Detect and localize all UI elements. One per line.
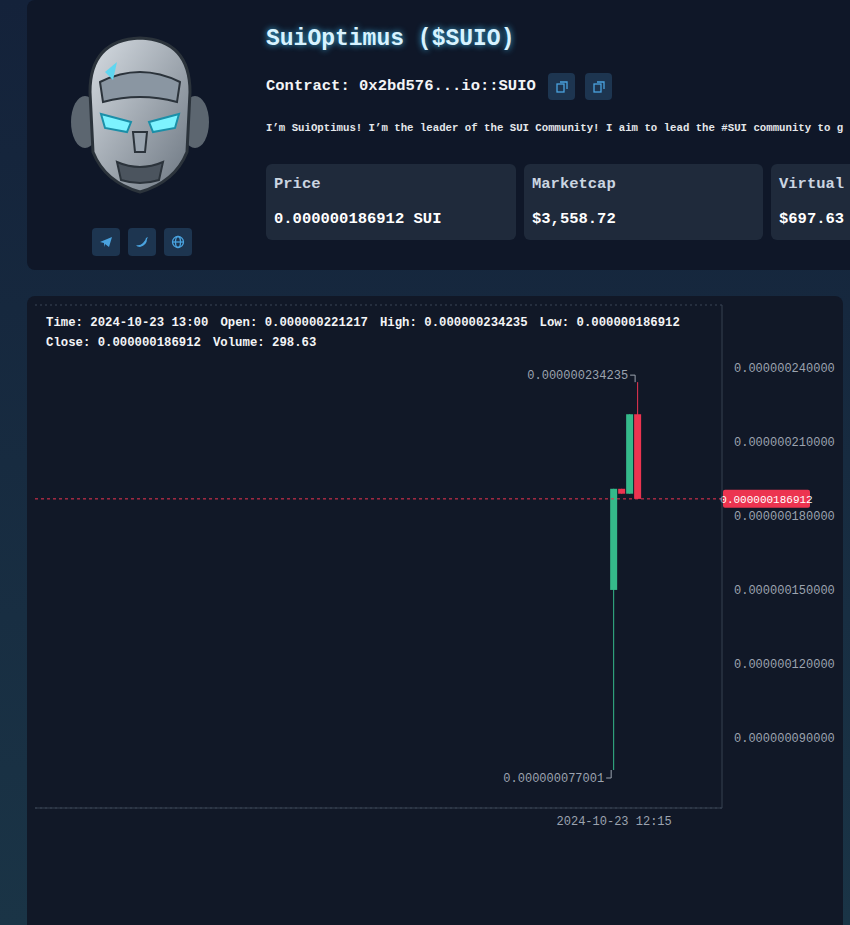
html-text:0.000000186912 SUI: 0.000000186912 SUI (274, 210, 442, 228)
html-text:0.000000186912: 0.000000186912 (576, 316, 680, 330)
svg-text:0.000000090000: 0.000000090000 (734, 732, 835, 746)
html-text:$697.63: $697.63 (779, 210, 845, 228)
html-text:0x2bd576...io::SUIO: 0x2bd576...io::SUIO (359, 77, 536, 95)
html-text:Price: Price (274, 175, 321, 193)
html-text:Low:: Low: (539, 316, 570, 330)
svg-text:0.000000186912: 0.000000186912 (720, 494, 812, 506)
html-text:Virtual: Virtual (779, 175, 845, 193)
html-text:Time:: Time: (46, 316, 83, 330)
html-text:High:: High: (380, 316, 417, 330)
html-text:Volume:: Volume: (213, 336, 265, 350)
html-text:Contract:: Contract: (266, 77, 350, 95)
html-text:Open:: Open: (220, 316, 258, 330)
html-text:298.63: 298.63 (272, 336, 317, 350)
html-text:Close:: Close: (46, 336, 91, 350)
svg-text:0.000000234235: 0.000000234235 (527, 369, 628, 383)
html-text:0.000000186912: 0.000000186912 (97, 336, 201, 350)
svg-text:0.000000240000: 0.000000240000 (734, 362, 835, 376)
html-text:SuiOptimus ($SUIO): SuiOptimus ($SUIO) (266, 26, 515, 52)
svg-text:2024-10-23 12:15: 2024-10-23 12:15 (557, 815, 672, 829)
html-text:I’m SuiOptimus! I’m the leader: I’m SuiOptimus! I’m the leader of the SU… (266, 122, 844, 134)
svg-text:0.000000077001: 0.000000077001 (503, 772, 604, 786)
html-text:0.000000221217: 0.000000221217 (264, 316, 368, 330)
html-text:$3,558.72: $3,558.72 (532, 210, 616, 228)
html-text:2024-10-23 13:00: 2024-10-23 13:00 (90, 316, 209, 330)
html-text:0.000000234235: 0.000000234235 (424, 316, 528, 330)
svg-text:0.000000210000: 0.000000210000 (734, 436, 835, 450)
svg-text:0.000000180000: 0.000000180000 (734, 510, 835, 524)
html-text:Marketcap: Marketcap (532, 175, 616, 193)
svg-text:0.000000120000: 0.000000120000 (734, 658, 835, 672)
svg-text:0.000000150000: 0.000000150000 (734, 584, 835, 598)
